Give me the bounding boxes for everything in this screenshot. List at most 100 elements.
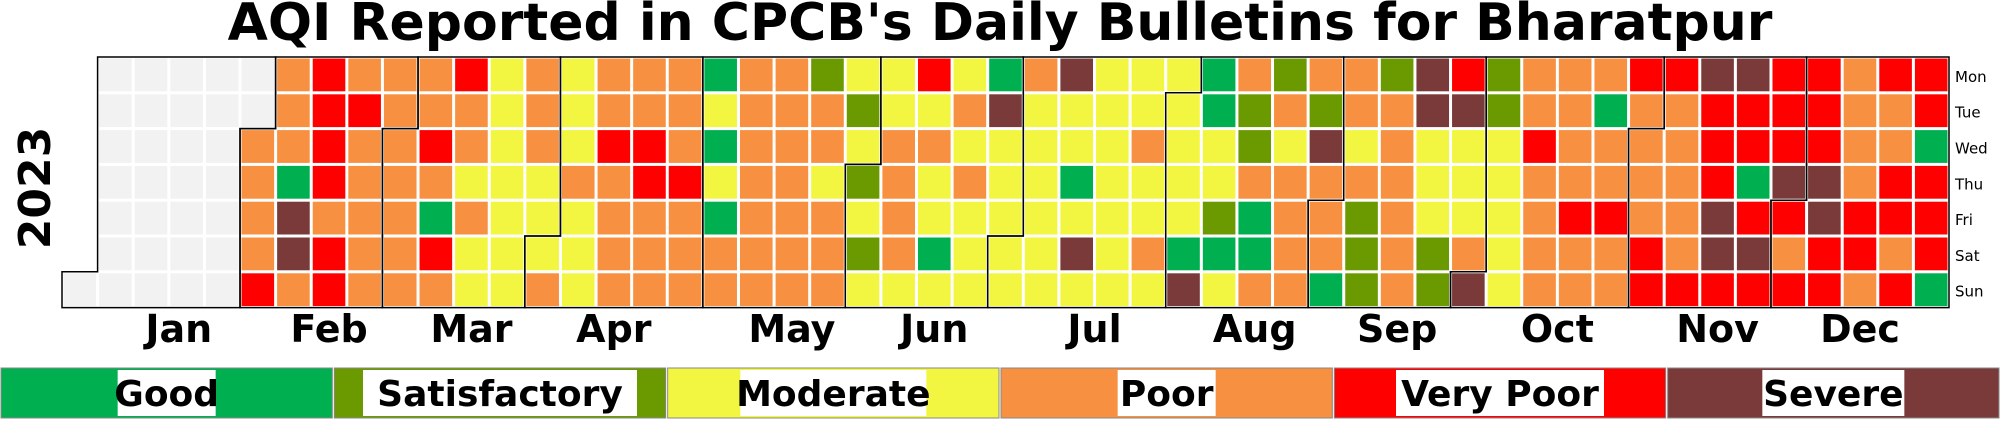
day-cell (1913, 236, 1949, 272)
day-cell (1095, 164, 1130, 200)
day-cell (418, 200, 454, 236)
day-cell (204, 57, 240, 93)
day-cell (133, 57, 169, 93)
day-cell (1237, 236, 1273, 272)
day-cell (632, 236, 667, 272)
month-border (1770, 56, 1950, 309)
day-cell (382, 93, 418, 129)
day-cell (632, 129, 667, 164)
day-cell (667, 164, 703, 200)
day-cell (133, 93, 169, 129)
legend-label: Moderate (736, 374, 930, 415)
day-cell (133, 129, 169, 164)
day-cell (810, 164, 845, 200)
day-cell (1451, 129, 1486, 164)
weekday-label: Mon (1955, 68, 1987, 86)
day-cell (1415, 57, 1451, 93)
day-cell (311, 57, 347, 93)
day-cell (1842, 164, 1878, 200)
day-cell (1771, 57, 1807, 93)
day-cell (1415, 164, 1451, 200)
day-cell (952, 200, 988, 236)
day-cell (881, 200, 916, 236)
day-cell (667, 236, 703, 272)
day-cell (1166, 272, 1201, 308)
day-cell (1557, 164, 1593, 200)
day-cell (596, 236, 632, 272)
day-cell (204, 93, 240, 129)
day-cell (276, 164, 311, 200)
day-cell (418, 93, 454, 129)
day-cell (881, 93, 916, 129)
day-cell (916, 236, 952, 272)
legend-label: Very Poor (1401, 374, 1599, 415)
day-cell (1878, 57, 1913, 93)
day-cell (988, 57, 1023, 93)
day-cell (1059, 129, 1095, 164)
day-cell (1664, 93, 1700, 129)
day-cell (1807, 164, 1842, 200)
day-cell (1023, 93, 1059, 129)
day-cell (560, 57, 596, 93)
day-cell (1095, 200, 1130, 236)
day-cell (1664, 236, 1700, 272)
day-cell (1415, 200, 1451, 236)
day-cell (1379, 200, 1415, 236)
day-cell (1130, 236, 1166, 272)
day-cell (988, 236, 1023, 272)
day-cell (703, 236, 738, 272)
day-cell (1415, 272, 1451, 308)
day-cell (596, 129, 632, 164)
day-cell (347, 129, 382, 164)
day-cell (988, 200, 1023, 236)
day-cell (632, 272, 667, 308)
day-cell (632, 164, 667, 200)
day-cell (845, 57, 881, 93)
month-label: Sep (1357, 307, 1437, 351)
day-cell (703, 164, 738, 200)
day-cell (1593, 200, 1629, 236)
day-cell (169, 93, 204, 129)
day-cell (418, 272, 454, 308)
day-cell (881, 129, 916, 164)
day-cell (1095, 93, 1130, 129)
day-cell (1059, 272, 1095, 308)
day-cell (1379, 236, 1415, 272)
day-cell (1130, 164, 1166, 200)
day-cell (1557, 200, 1593, 236)
day-cell (738, 93, 774, 129)
day-cell (774, 93, 810, 129)
day-cell (62, 272, 98, 308)
day-cell (632, 57, 667, 93)
day-cell (1522, 57, 1557, 93)
day-cell (738, 57, 774, 93)
day-cell (1273, 57, 1308, 93)
day-cell (1344, 164, 1379, 200)
day-cell (1807, 272, 1842, 308)
day-cell (1807, 236, 1842, 272)
day-cell (418, 57, 454, 93)
day-cell (1878, 164, 1913, 200)
day-cell (1771, 236, 1807, 272)
day-cell (632, 200, 667, 236)
day-cell (1237, 129, 1273, 164)
day-cell (204, 164, 240, 200)
day-cell (1913, 272, 1949, 308)
day-cell (1201, 129, 1237, 164)
day-cell (240, 57, 276, 93)
day-cell (98, 93, 133, 129)
day-cell (560, 129, 596, 164)
day-cell (881, 164, 916, 200)
day-cell (1486, 57, 1522, 93)
day-cell (311, 164, 347, 200)
day-cell (1201, 236, 1237, 272)
day-cell (1771, 129, 1807, 164)
day-cell (347, 164, 382, 200)
weekday-label: Tue (1954, 104, 1981, 122)
day-cell (1664, 164, 1700, 200)
day-cell (916, 93, 952, 129)
day-cell (133, 164, 169, 200)
day-cell (988, 164, 1023, 200)
day-cell (1700, 200, 1735, 236)
day-cell (1700, 236, 1735, 272)
